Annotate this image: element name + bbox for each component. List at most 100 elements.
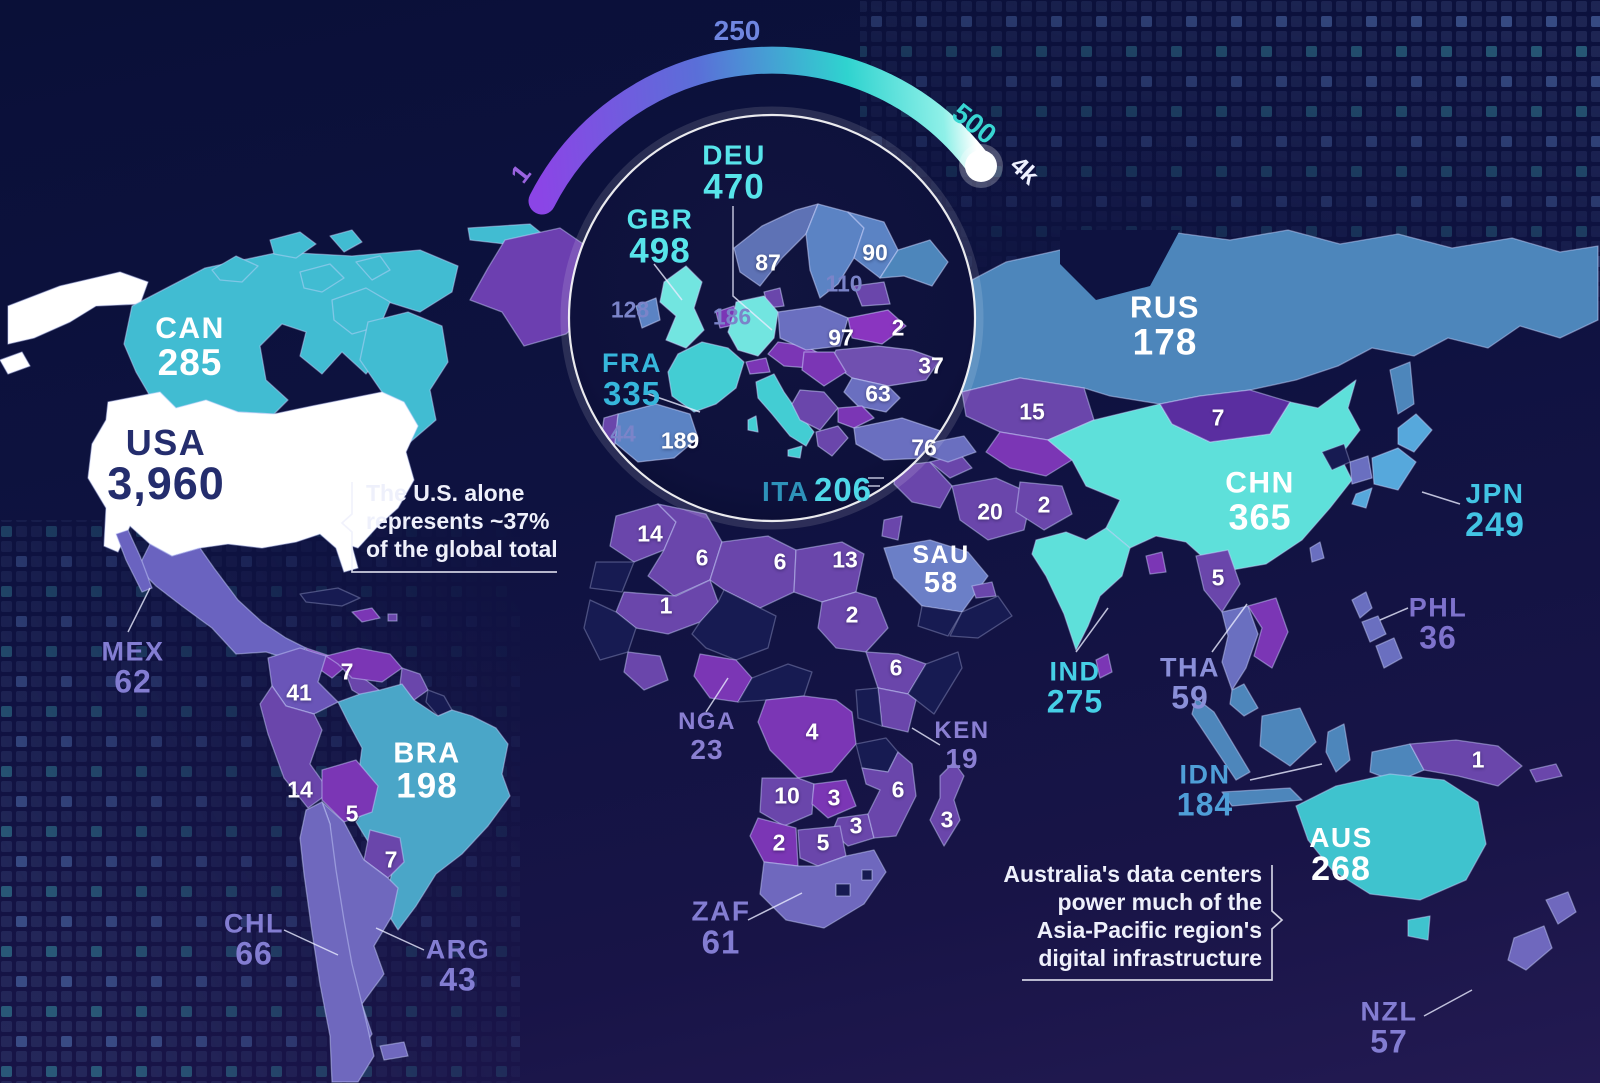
country-value-chl: 66 xyxy=(235,935,273,972)
region-oceania xyxy=(1295,773,1577,971)
country-shape-zambia xyxy=(811,779,857,819)
value-mali: 1 xyxy=(659,592,673,619)
country-shape-iran xyxy=(951,477,1033,541)
country-shape-spain xyxy=(613,403,699,463)
value-netherlands: 186 xyxy=(712,303,752,330)
bracket-usa xyxy=(340,482,557,573)
annotation-aus-line1: Australia's data centers xyxy=(1003,861,1262,887)
country-value-arg: 43 xyxy=(439,961,477,998)
country-code-mex: MEX xyxy=(101,636,165,667)
value-norway: 87 xyxy=(755,249,781,276)
country-value-tha: 59 xyxy=(1171,679,1209,716)
label-mex: MEX 62 xyxy=(101,637,164,698)
country-code-nga: NGA xyxy=(678,707,736,735)
value-paraguay: 7 xyxy=(384,846,398,873)
country-shape-belarus xyxy=(847,309,907,345)
country-shape-romania xyxy=(843,377,901,413)
country-value-nzl: 57 xyxy=(1370,1023,1408,1060)
country-code-chn: CHN xyxy=(1225,466,1295,500)
leader-mex xyxy=(127,587,151,633)
annotation-usa-line1: The U.S. alone xyxy=(366,480,525,506)
bracket-aus xyxy=(1022,865,1284,981)
value-belarus: 2 xyxy=(891,314,905,341)
world-map xyxy=(0,223,1599,1083)
value-ireland: 128 xyxy=(610,296,650,323)
country-code-zaf: ZAF xyxy=(691,895,751,927)
label-gbr: GBR 498 xyxy=(627,204,694,270)
country-shape-iceland xyxy=(469,227,597,347)
country-value-zaf: 61 xyxy=(701,923,741,961)
label-idn: IDN 184 xyxy=(1177,760,1233,821)
leader-jpn xyxy=(1421,491,1461,505)
country-shape-china xyxy=(1047,379,1361,571)
country-value-idn: 184 xyxy=(1176,786,1234,823)
annotation-brackets xyxy=(340,482,1284,981)
value-colombia: 41 xyxy=(286,679,312,706)
country-shape-japan xyxy=(1397,413,1433,453)
country-code-can: CAN xyxy=(155,312,225,346)
label-bra: BRA 198 xyxy=(393,739,460,806)
label-usa: USA 3,960 xyxy=(107,421,225,510)
leader-gbr xyxy=(653,263,683,301)
country-shape-usa xyxy=(87,391,419,573)
region-africa-middle-east xyxy=(583,435,1033,929)
country-code-ken: KEN xyxy=(934,716,990,744)
leader-idn xyxy=(1249,763,1323,781)
label-chl: CHL 66 xyxy=(224,909,284,970)
value-papua-new-guinea: 1 xyxy=(1471,746,1485,773)
value-morocco: 14 xyxy=(637,520,663,547)
annotation-aus-line3: Asia-Pacific region's xyxy=(1036,917,1262,943)
value-myanmar: 5 xyxy=(1211,564,1225,591)
label-fra: FRA 335 xyxy=(602,349,662,411)
country-value-usa: 3,960 xyxy=(107,458,225,510)
country-code-sau: SAU xyxy=(912,540,970,569)
value-finland: 110 xyxy=(825,270,863,297)
country-value-nga: 23 xyxy=(690,733,724,765)
label-jpn: JPN 249 xyxy=(1465,479,1525,543)
label-sau: SAU 58 xyxy=(912,542,969,598)
country-value-ita: 206 xyxy=(813,470,873,508)
gauge-tick-500: 500 xyxy=(946,97,1003,151)
country-value-ind: 275 xyxy=(1046,683,1104,720)
country-code-nzl: NZL xyxy=(1360,996,1418,1027)
value-poland: 97 xyxy=(828,324,854,351)
country-shape-venezuela xyxy=(325,647,403,683)
value-turkey: 76 xyxy=(911,434,937,461)
label-tha: THA 59 xyxy=(1160,653,1220,714)
label-phl: PHL 36 xyxy=(1409,593,1468,654)
country-shape-madagascar xyxy=(929,761,965,847)
country-code-rus: RUS xyxy=(1130,289,1200,325)
label-chn: CHN 365 xyxy=(1225,466,1295,536)
value-afghanistan: 2 xyxy=(1037,491,1051,518)
leader-lines xyxy=(127,206,1473,1017)
country-code-arg: ARG xyxy=(425,934,491,965)
country-shape-germany xyxy=(727,295,779,357)
value-egypt: 13 xyxy=(832,546,858,573)
value-peru: 14 xyxy=(287,776,313,803)
country-shape-papua-new-guinea xyxy=(1409,739,1523,787)
leader-tha xyxy=(1211,603,1248,653)
label-nga: NGA 23 xyxy=(678,707,736,765)
value-bolivia: 5 xyxy=(345,800,359,827)
country-value-ken: 19 xyxy=(945,742,979,774)
country-shape-south-africa xyxy=(759,849,887,929)
value-zambia: 3 xyxy=(827,784,841,811)
value-angola: 10 xyxy=(774,782,800,809)
gauge-tick-1: 1 xyxy=(504,158,537,189)
country-code-usa: USA xyxy=(125,421,207,463)
country-code-deu: DEU xyxy=(702,139,766,171)
leader-chl xyxy=(283,929,339,956)
value-namibia: 2 xyxy=(772,829,786,856)
gauge-tick-4k: 4k xyxy=(1004,150,1045,191)
country-shape-india xyxy=(1031,527,1131,651)
country-shape-france xyxy=(667,341,745,413)
leader-ken xyxy=(911,727,941,746)
country-value-gbr: 498 xyxy=(629,231,691,271)
country-value-fra: 335 xyxy=(602,374,662,412)
label-deu: DEU 470 xyxy=(702,140,766,206)
label-arg: ARG 43 xyxy=(426,935,491,996)
country-code-ind: IND xyxy=(1049,656,1101,687)
leader-phl xyxy=(1379,607,1409,621)
country-value-deu: 470 xyxy=(703,167,765,207)
country-value-bra: 198 xyxy=(396,766,458,806)
